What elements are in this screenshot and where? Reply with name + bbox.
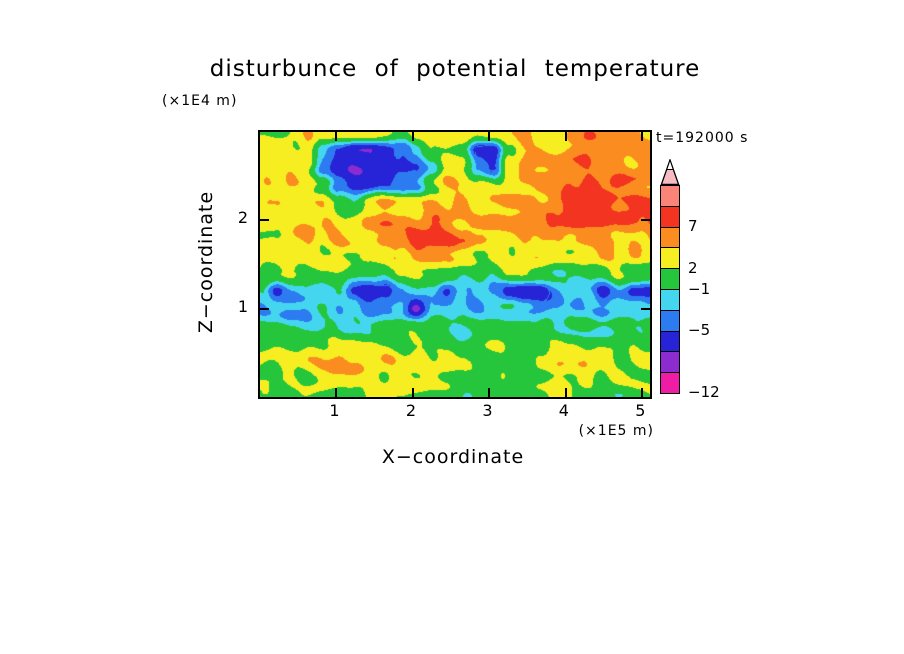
colorbar: 7 2 −1 −5 −12: [660, 159, 780, 401]
x-tick-mark: [641, 132, 644, 141]
x-tick-mark: [564, 132, 567, 141]
colorbar-tick-label: 2: [688, 258, 698, 277]
x-tick-mark: [641, 388, 644, 397]
chart-title: disturbunce of potential temperature: [209, 56, 701, 82]
colorbar-segment: [661, 372, 679, 393]
y-tick-label: 1: [237, 296, 248, 316]
colorbar-segment: [661, 226, 679, 248]
colorbar-segments: [660, 185, 680, 394]
x-tick-mark: [488, 132, 491, 141]
colorbar-segment: [661, 247, 679, 269]
colorbar-segment: [661, 351, 679, 373]
y-axis-unit-label: (×1E4 m): [162, 93, 238, 109]
x-tick-label: 2: [405, 401, 417, 420]
colorbar-tip-white: [666, 159, 674, 170]
time-label: t=192000 s: [656, 130, 749, 146]
y-tick-mark: [260, 219, 269, 222]
heatmap-canvas: [260, 132, 650, 397]
x-tick-mark: [564, 388, 567, 397]
x-tick-label: 1: [329, 401, 340, 420]
colorbar-tip-poly: [660, 159, 680, 185]
colorbar-labels: 7 2 −1 −5 −12: [688, 185, 768, 401]
colorbar-segment: [661, 330, 679, 352]
colorbar-segment: [661, 309, 679, 331]
plot-area: [258, 130, 652, 399]
x-tick-mark: [335, 132, 338, 141]
y-tick-mark: [641, 307, 650, 310]
y-tick-mark: [260, 307, 269, 310]
colorbar-arrow-tip-icon: [660, 159, 680, 185]
x-tick-mark: [411, 388, 414, 397]
colorbar-tick-label: 7: [688, 217, 698, 236]
colorbar-segment: [661, 268, 679, 289]
colorbar-segment: [661, 288, 679, 310]
x-tick-mark: [335, 388, 338, 397]
colorbar-tick-label: −12: [688, 383, 720, 401]
x-tick-label: 3: [482, 401, 493, 420]
colorbar-segment: [661, 205, 679, 227]
x-axis-title: X−coordinate: [381, 446, 525, 468]
colorbar-tick-label: −5: [688, 320, 711, 339]
colorbar-tick-label: −1: [688, 279, 711, 298]
colorbar-segment: [661, 186, 679, 206]
x-tick-mark: [488, 388, 491, 397]
x-tick-label: 5: [635, 401, 646, 420]
x-axis-unit-label: (×1E5 m): [578, 423, 654, 439]
x-tick-label: 4: [558, 401, 569, 420]
x-tick-mark: [411, 132, 414, 141]
y-axis-title: Z−coordinate: [195, 190, 217, 334]
y-tick-label: 2: [237, 208, 248, 228]
y-tick-mark: [641, 219, 650, 222]
